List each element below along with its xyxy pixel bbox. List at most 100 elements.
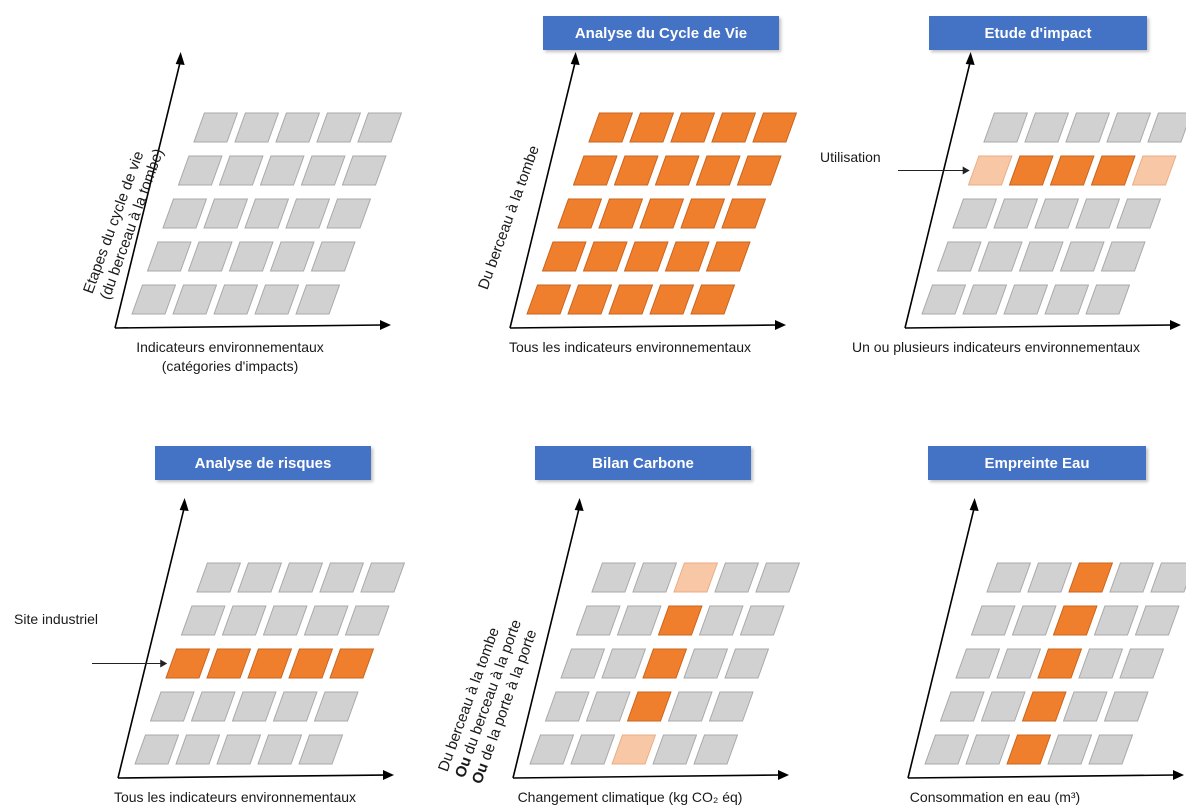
matrix-cell-gray [244, 198, 290, 229]
matrix-cell-gray [190, 691, 236, 722]
matrix-cell-gray [1024, 112, 1070, 143]
x-axis-line [904, 324, 1174, 329]
matrix-cell-orange [642, 648, 688, 679]
label-line: Changement climatique (kg CO₂ éq) [517, 789, 743, 805]
matrix-cell-gray [254, 284, 300, 315]
matrix-cell-gray [295, 284, 341, 315]
matrix-cell-gray [303, 605, 349, 636]
matrix-cell-gray [1093, 605, 1139, 636]
matrix-cell-orange [1068, 562, 1114, 593]
matrix-cell-gray [1116, 198, 1162, 229]
matrix-cell-orange [649, 284, 695, 315]
y-axis-line [509, 59, 577, 329]
matrix-cell-gray [259, 155, 305, 186]
matrix-cell-gray [257, 734, 303, 765]
matrix-cell-gray [739, 605, 785, 636]
matrix-cell-orange [329, 648, 375, 679]
matrix-cell-orange [588, 112, 634, 143]
matrix-cell-gray [585, 691, 631, 722]
matrix-cell-orange [526, 284, 572, 315]
x-axis-label: Changement climatique (kg CO₂ éq) [465, 788, 795, 807]
matrix-cell-gray [221, 605, 267, 636]
matrix-cell-gray [231, 691, 277, 722]
matrix-cell-orange [695, 155, 741, 186]
matrix-cell-gray [175, 734, 221, 765]
panel-title: Analyse du Cycle de Vie [543, 16, 779, 50]
x-axis-line [117, 774, 387, 779]
x-axis-line [114, 324, 384, 329]
matrix-cell-orange [690, 284, 736, 315]
matrix-cell-gray [924, 734, 970, 765]
matrix-cell-gray [708, 691, 754, 722]
matrix-cell-gray [1106, 112, 1152, 143]
y-axis-line [114, 59, 182, 329]
matrix-cell-gray [1018, 241, 1064, 272]
matrix-cell-gray [131, 284, 177, 315]
x-axis-arrowhead [1170, 320, 1181, 330]
matrix-cell-gray [285, 198, 331, 229]
matrix-cell-gray [560, 648, 606, 679]
x-axis-label: Consommation en eau (m³) [830, 788, 1160, 807]
matrix-cell-gray [1100, 241, 1146, 272]
matrix-cell-light [1131, 155, 1177, 186]
y-axis-line [907, 505, 976, 779]
matrix-cell-gray [955, 648, 1001, 679]
matrix-cell-gray [970, 605, 1016, 636]
matrix-cell-gray [683, 648, 729, 679]
matrix-cell-orange [1090, 155, 1136, 186]
y-axis-arrowhead [570, 52, 580, 65]
matrix-cell-gray [1119, 648, 1165, 679]
matrix-cell-gray [341, 155, 387, 186]
matrix-cell-gray [1088, 734, 1134, 765]
label-line: (catégories d'impacts) [161, 358, 299, 374]
matrix-cell-gray [529, 734, 575, 765]
matrix-cell-gray [187, 241, 233, 272]
matrix-cell-gray [996, 648, 1042, 679]
matrix-cell-gray [300, 155, 346, 186]
matrix-cell-gray [1065, 112, 1111, 143]
matrix-cell-gray [965, 734, 1011, 765]
y-axis-line [512, 505, 581, 779]
matrix-cell-gray [234, 112, 280, 143]
matrix-cell-gray [326, 198, 372, 229]
matrix-grid [114, 52, 403, 330]
matrix-cell-gray [1059, 241, 1105, 272]
x-axis-label: Indicateurs environnementaux (catégories … [100, 338, 360, 376]
x-axis-line [509, 324, 779, 329]
matrix-cell-gray [1134, 605, 1180, 636]
matrix-cell-gray [180, 605, 226, 636]
panel-title: Empreinte Eau [928, 446, 1146, 480]
x-axis-arrowhead [383, 770, 394, 780]
matrix-cell-gray [134, 734, 180, 765]
matrix-cell-gray [310, 241, 356, 272]
matrix-cell-gray [1003, 284, 1049, 315]
matrix-grid [509, 52, 798, 330]
x-axis-label: Un ou plusieurs indicateurs environnemen… [810, 338, 1182, 357]
y-axis-arrowhead [965, 52, 975, 65]
matrix-cell-gray [228, 241, 274, 272]
matrix-cell-gray [962, 284, 1008, 315]
x-axis-arrowhead [1173, 770, 1184, 780]
panel-title: Bilan Carbone [535, 446, 751, 480]
panel-analyse-cycle-de-vie: Analyse du Cycle de Vie Du berceau à la … [395, 0, 798, 406]
matrix-grid [898, 52, 1186, 330]
matrix-cell-light [967, 155, 1013, 186]
y-axis-arrowhead [574, 498, 584, 511]
callout-label: Site industriel [14, 611, 99, 627]
matrix-cell-gray [269, 241, 315, 272]
matrix-cell-gray [977, 241, 1023, 272]
matrix-cell-gray [714, 562, 760, 593]
matrix-cell-gray [213, 284, 259, 315]
label-line: Indicateurs environnementaux [136, 339, 324, 355]
matrix-cell-gray [196, 562, 242, 593]
matrix-cell-orange [680, 198, 726, 229]
matrix-cell-orange [736, 155, 782, 186]
x-axis-arrowhead [775, 320, 786, 330]
matrix-grid [92, 498, 406, 780]
panel-title: Etude d'impact [929, 16, 1147, 50]
matrix-cell-orange [664, 241, 710, 272]
matrix-cell-gray [1085, 284, 1131, 315]
matrix-cell-gray [1109, 562, 1155, 593]
callout-label: Utilisation [820, 149, 881, 165]
